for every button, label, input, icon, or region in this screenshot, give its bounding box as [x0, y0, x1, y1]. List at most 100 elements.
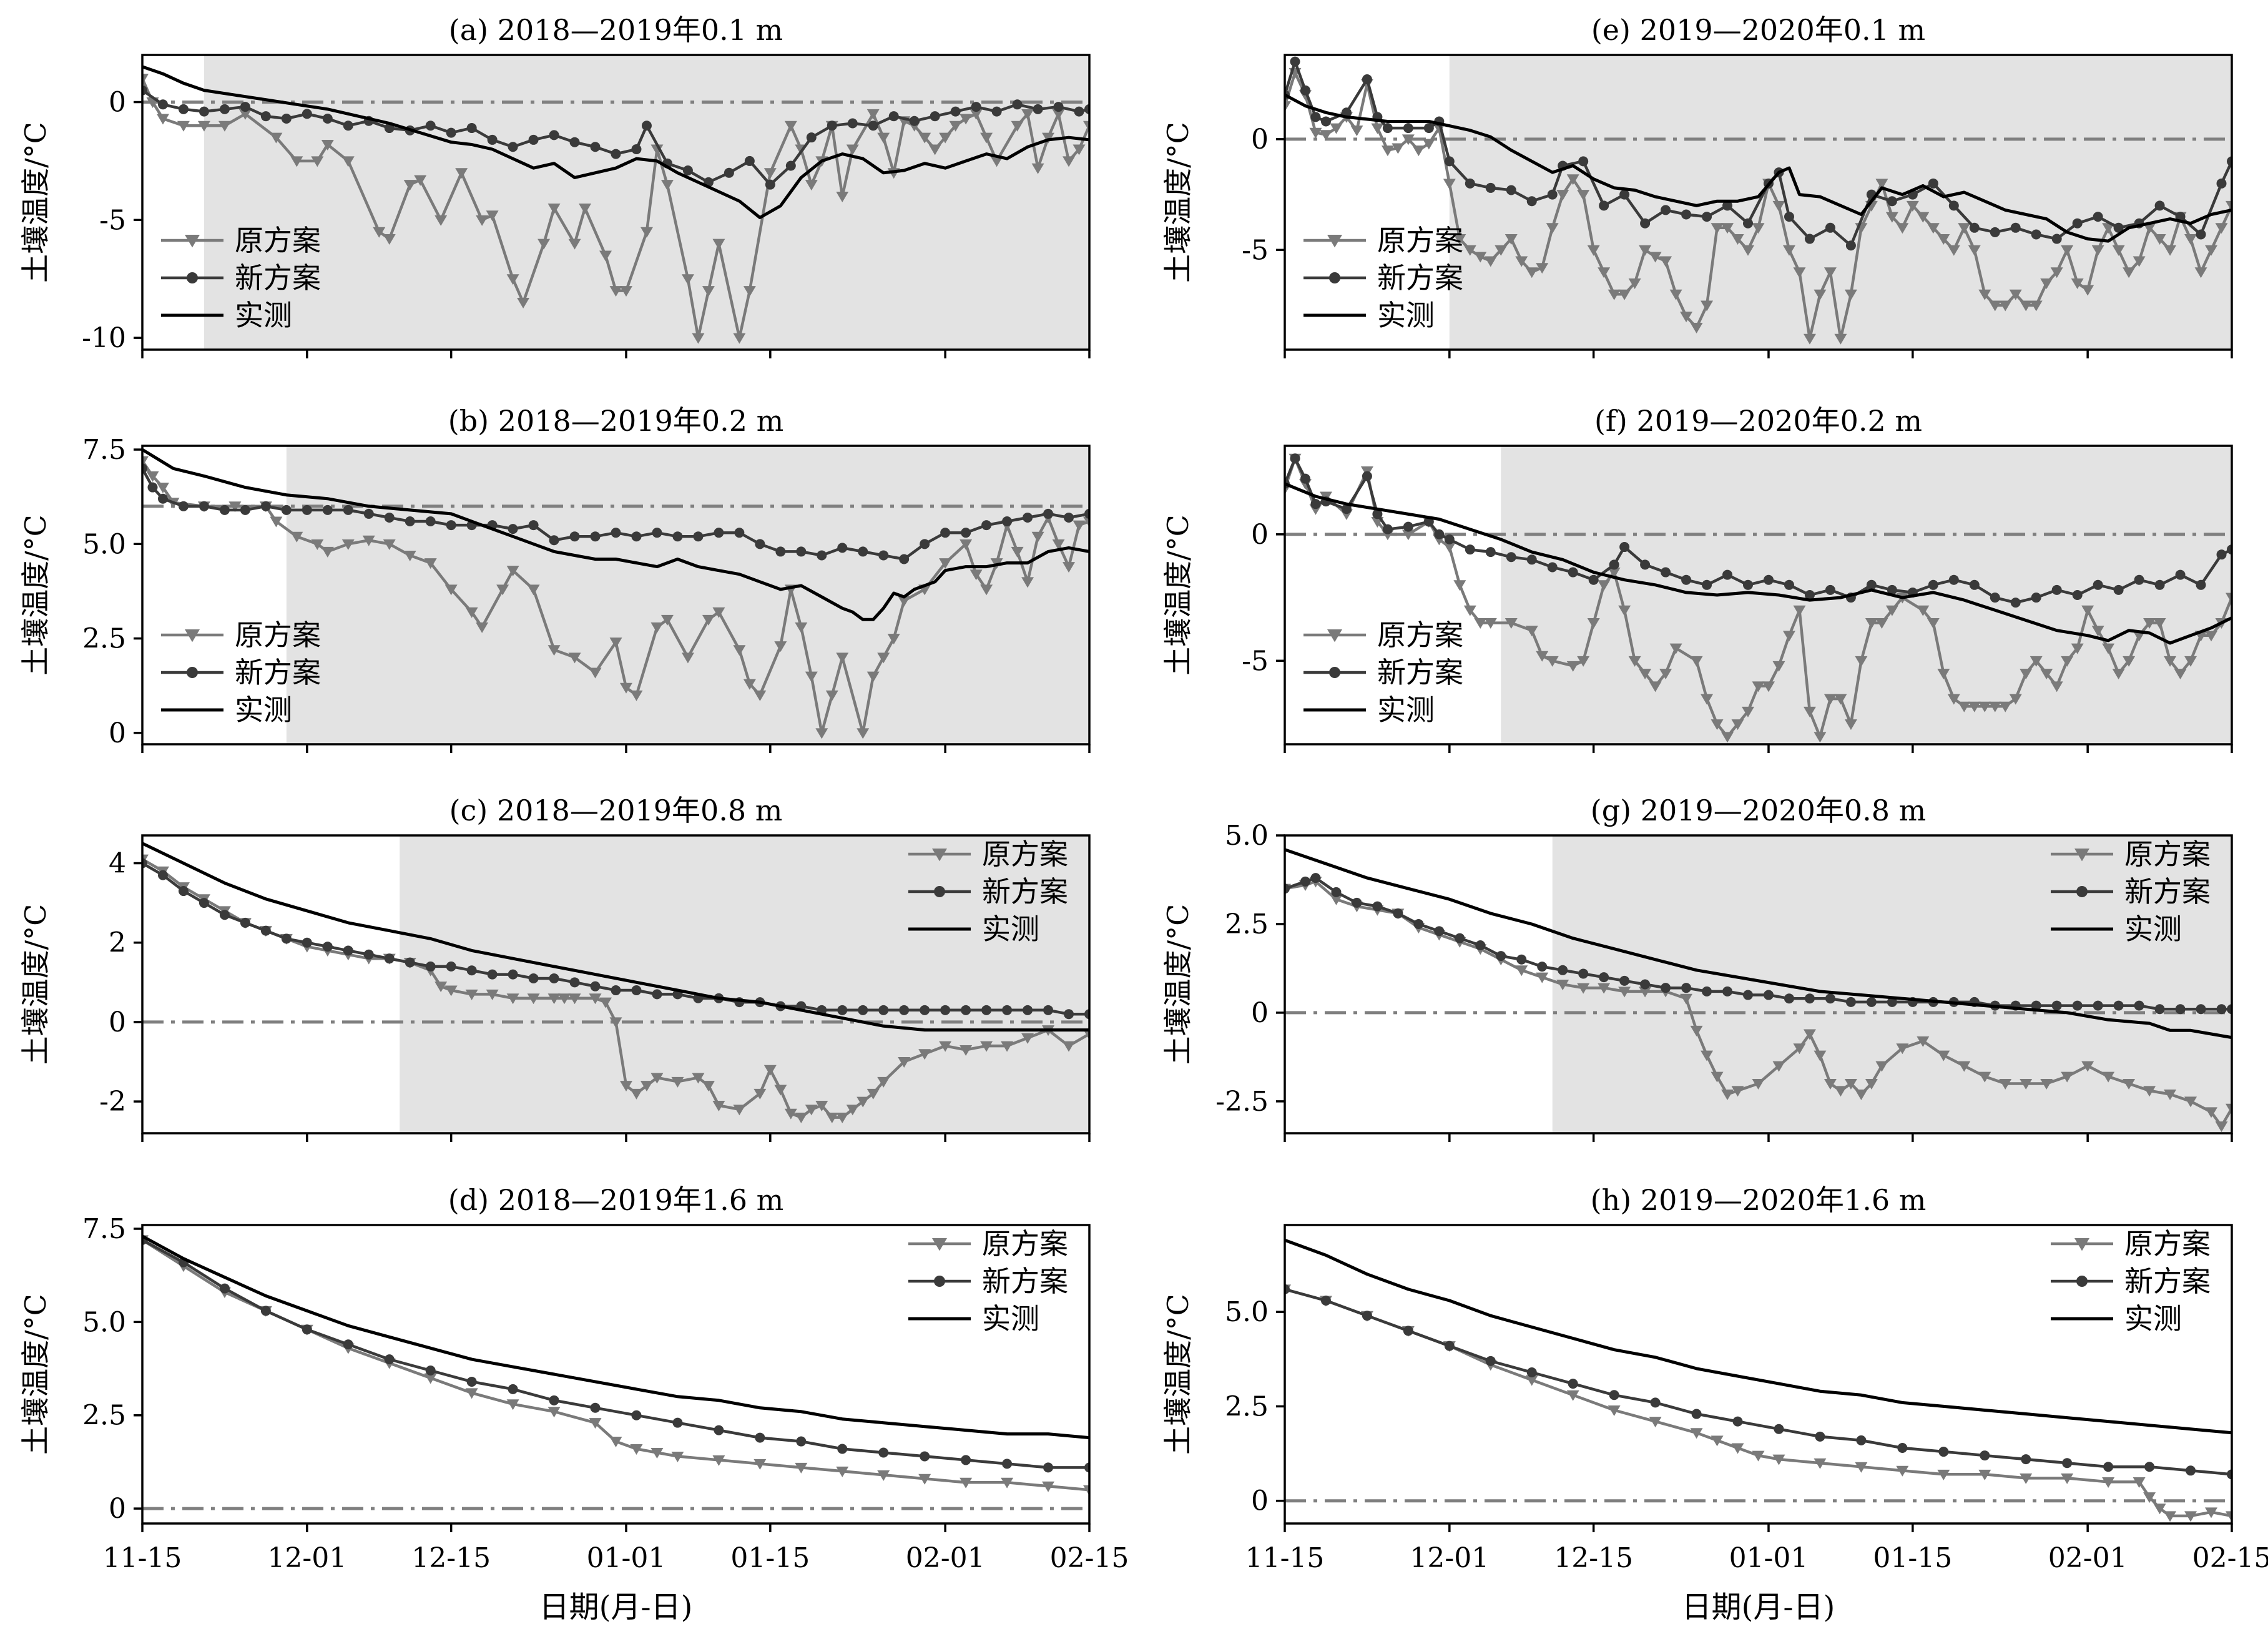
data-point-new	[1320, 1296, 1331, 1306]
data-point-new	[631, 144, 642, 155]
x-tick-label: 01-15	[730, 1542, 810, 1574]
data-point-original	[918, 1049, 931, 1060]
data-point-original	[836, 192, 849, 203]
data-point-original	[1721, 1090, 1734, 1101]
data-point-new	[940, 528, 951, 538]
data-point-original	[1330, 894, 1343, 905]
data-point-new	[142, 85, 147, 96]
data-point-original	[2061, 656, 2074, 667]
data-point-original	[2205, 1107, 2218, 1118]
data-point-new	[1990, 593, 2000, 603]
data-point-original	[270, 132, 283, 144]
data-point-original	[568, 239, 581, 250]
data-point-original	[156, 114, 169, 125]
data-point-original	[2081, 605, 2094, 616]
data-point-original	[1566, 174, 1579, 185]
data-point-new	[1023, 1005, 1033, 1015]
data-point-original	[1536, 651, 1549, 662]
data-point-original	[1285, 101, 1291, 112]
data-point-new	[991, 106, 1002, 117]
data-point-original	[1639, 245, 1652, 256]
data-point-new	[1310, 499, 1321, 509]
data-point-new	[1526, 554, 1537, 565]
data-point-original	[1073, 520, 1086, 531]
data-point-original	[1927, 223, 1940, 234]
data-point-original	[1875, 618, 1888, 629]
plot-frame	[1284, 445, 2233, 746]
data-point-original	[1855, 1462, 1868, 1473]
data-point-original	[1422, 139, 1435, 150]
data-point-original	[1772, 661, 1785, 672]
data-point-original	[1536, 263, 1549, 274]
data-point-original	[1021, 1033, 1034, 1044]
panel-title: (e) 2019—2020年0.1 m	[1591, 13, 1925, 47]
data-point-new	[466, 965, 477, 976]
data-point-original	[1350, 125, 1363, 137]
data-point-original	[650, 144, 664, 155]
data-point-original	[1834, 1086, 1847, 1097]
data-point-original	[1001, 1041, 1014, 1052]
data-point-new	[1609, 559, 1619, 570]
data-point-original	[1556, 980, 1569, 990]
data-point-original	[1978, 1469, 1991, 1480]
data-point-original	[1021, 577, 1034, 588]
data-point-original	[1814, 289, 1827, 300]
data-point-new	[1002, 1459, 1013, 1469]
plot-frame	[1284, 54, 2233, 351]
data-point-original	[2215, 223, 2228, 234]
data-point-new	[178, 104, 189, 114]
y-tick-label: 0	[109, 1493, 126, 1525]
data-point-original	[383, 539, 396, 550]
data-point-new	[142, 463, 147, 474]
data-point-original	[465, 1388, 478, 1399]
data-point-original	[1669, 643, 1682, 654]
data-point-original	[2133, 256, 2146, 267]
data-point-original	[1669, 289, 1682, 300]
data-point-original	[795, 1462, 808, 1474]
data-point-original	[1031, 531, 1044, 543]
data-point-new	[1568, 1379, 1578, 1389]
data-point-new	[1702, 212, 1712, 222]
data-point-original	[1618, 987, 1631, 998]
data-point-original	[836, 1466, 849, 1477]
data-point-original	[2091, 626, 2104, 637]
data-point-original	[414, 175, 427, 186]
data-point-new	[343, 945, 353, 956]
data-point-original	[692, 333, 705, 344]
data-point-original	[1063, 156, 1076, 167]
data-point-original	[939, 1041, 952, 1052]
data-point-new	[1362, 74, 1372, 85]
data-point-original	[2102, 223, 2115, 234]
data-point-new	[1382, 123, 1393, 134]
data-point-original	[1618, 605, 1631, 616]
plot-area	[142, 1234, 1089, 1496]
y-tick-label: -5	[1242, 234, 1269, 266]
data-point-original	[733, 1105, 746, 1116]
data-point-new	[487, 134, 498, 145]
data-point-original	[960, 114, 973, 125]
data-point-new	[1526, 1367, 1537, 1377]
data-point-new	[2175, 569, 2186, 580]
data-point-original	[218, 121, 231, 132]
data-point-new	[569, 977, 580, 988]
y-tick-label: 0	[109, 87, 126, 119]
data-point-new	[1619, 189, 1630, 200]
data-point-original	[1021, 109, 1034, 120]
data-point-original	[1628, 278, 1641, 290]
y-tick-label: -10	[82, 322, 126, 354]
data-point-original	[640, 227, 653, 238]
data-point-original	[2164, 1511, 2177, 1522]
data-point-original	[1587, 245, 1600, 256]
data-point-original	[877, 1470, 890, 1481]
data-point-new	[260, 111, 271, 122]
legend-label-original: 原方案	[1377, 618, 1463, 652]
series-line-original	[142, 1238, 1089, 1492]
data-point-original	[2184, 1096, 2197, 1108]
data-point-new	[1547, 189, 1558, 200]
data-point-original	[1701, 1050, 1714, 1061]
data-point-original	[980, 584, 993, 596]
panel-title: (b) 2018—2019年0.2 m	[448, 404, 784, 438]
plot-frame	[1284, 1224, 2233, 1525]
